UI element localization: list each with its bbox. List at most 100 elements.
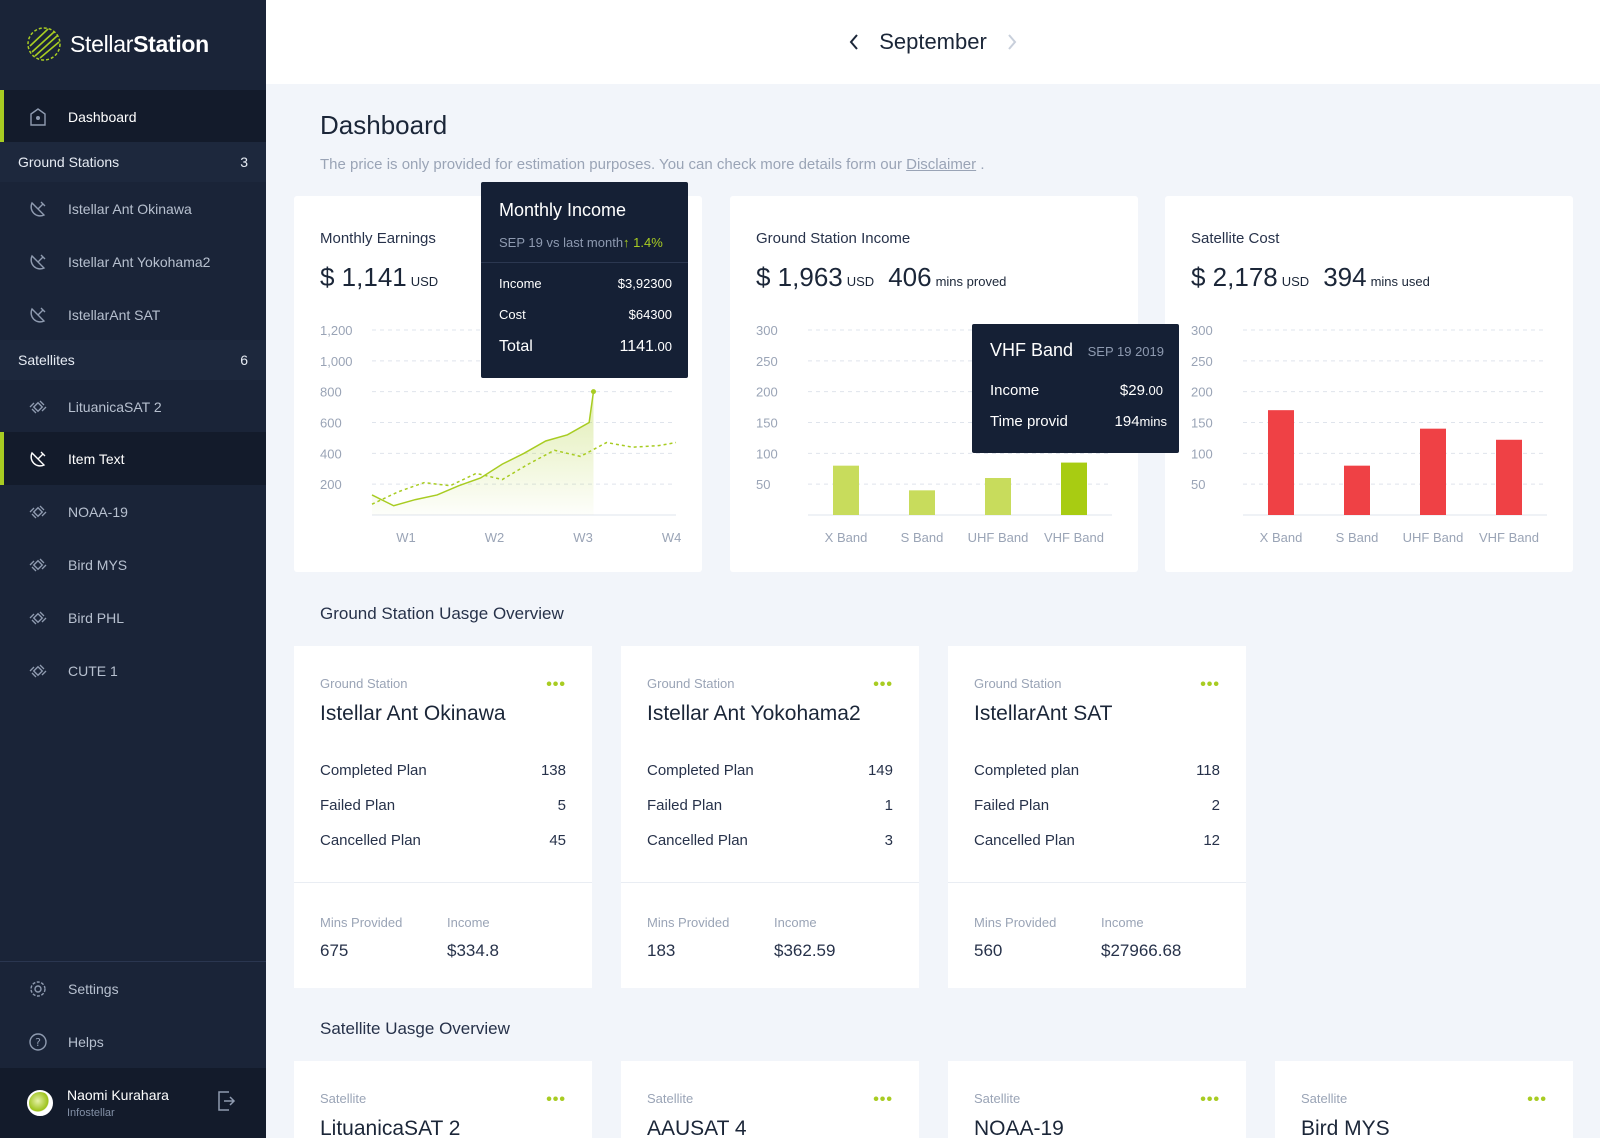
card-title: Ground Station Income — [756, 230, 911, 247]
y-tick-label: 1,200 — [320, 323, 353, 338]
series-line-2 — [371, 441, 677, 505]
sidebar-item-label: Settings — [68, 980, 119, 997]
tooltip-subtitle: SEP 19 vs last month↑ 1.4% — [499, 235, 663, 250]
more-menu-icon[interactable]: ••• — [546, 676, 566, 693]
satellite-card: Satellite ••• LituanicaSAT 2 — [294, 1061, 592, 1138]
x-tick-label: VHF Band — [1044, 530, 1104, 545]
sidebar-item-satellite-1[interactable]: LituanicaSAT 2 — [0, 380, 266, 433]
x-tick-label: UHF Band — [1403, 530, 1464, 545]
income-value: $27966.68 — [1101, 941, 1182, 960]
bar-x-band — [833, 465, 859, 515]
satellite-icon — [27, 607, 49, 629]
income-value: $334.8 — [447, 941, 499, 960]
income-value: $362.59 — [774, 941, 836, 960]
stat-label: Completed Plan — [320, 762, 427, 779]
satellite-cost-card: Satellite Cost $ 2,178 USD 394 mins used 50… — [1165, 196, 1573, 572]
sidebar-item-ground-station-1[interactable]: Istellar Ant Okinawa — [0, 182, 266, 235]
card-footer: Mins Provided 560 Income $27966.68 — [948, 882, 1246, 988]
disclaimer-link[interactable]: Disclaimer — [906, 156, 977, 173]
station-name: Istellar Ant Okinawa — [320, 702, 506, 725]
income-label: Income — [774, 915, 817, 930]
y-tick-label: 250 — [1191, 354, 1213, 369]
logout-icon[interactable] — [216, 1090, 236, 1112]
card-label: Satellite — [974, 1091, 1021, 1106]
satellite-icon — [27, 396, 49, 418]
sidebar-item-label: Bird PHL — [68, 609, 125, 626]
satellite-card: Satellite ••• NOAA-19 — [948, 1061, 1246, 1138]
chevron-right-icon[interactable] — [1005, 32, 1019, 52]
sidebar-item-ground-station-3[interactable]: IstellarAnt SAT — [0, 288, 266, 341]
ground-station-card: Ground Station ••• Istellar Ant Yokohama2 C… — [621, 646, 919, 988]
card-footer: Mins Provided 183 Income $362.59 — [621, 882, 919, 988]
tooltip-date: SEP 19 2019 — [1087, 344, 1164, 359]
earnings-amount: $ 1,141 USD — [320, 262, 439, 292]
page-title: Dashboard — [320, 110, 448, 140]
sidebar-item-satellite-3[interactable]: NOAA-19 — [0, 485, 266, 538]
y-tick-label: 100 — [756, 446, 778, 461]
sidebar-section-ground-stations[interactable]: Ground Stations 3 — [0, 142, 266, 182]
section-label: Satellites — [18, 352, 75, 368]
sidebar-item-satellite-5[interactable]: Bird PHL — [0, 591, 266, 644]
earnings-line-chart: 200 400 600 800 1,000 1,200 W1 W2 W3 W4 — [320, 323, 681, 545]
antenna-icon — [27, 251, 49, 273]
sidebar-item-helps[interactable]: ? Helps — [0, 1015, 266, 1068]
sidebar-item-satellite-6[interactable]: CUTE 1 — [0, 644, 266, 697]
mins-label: Mins Provided — [647, 915, 730, 930]
stat-row: Completed Plan 138 — [320, 762, 566, 779]
card-label: Ground Station — [320, 676, 408, 691]
more-menu-icon[interactable]: ••• — [873, 1091, 893, 1108]
gs-overview-title: Ground Station Uasge Overview — [320, 604, 564, 623]
y-tick-label: 800 — [320, 385, 342, 400]
satellite-name: NOAA-19 — [974, 1117, 1064, 1138]
sidebar-item-satellite-2[interactable]: Item Text — [0, 432, 266, 485]
sidebar: StellarStation Dashboard Ground Stations… — [0, 0, 266, 1138]
satellite-icon — [27, 501, 49, 523]
month-label: September — [879, 29, 987, 54]
tooltip-row-time: Time provid 194mins — [990, 413, 1167, 430]
stat-label: Failed Plan — [320, 797, 396, 814]
stat-value: 5 — [557, 797, 566, 814]
more-menu-icon[interactable]: ••• — [546, 1091, 566, 1108]
stellar-logo-icon — [27, 27, 61, 61]
x-tick-label: S Band — [901, 530, 944, 545]
y-tick-label: 150 — [1191, 416, 1213, 431]
sidebar-section-satellites[interactable]: Satellites 6 — [0, 340, 266, 380]
more-menu-icon[interactable]: ••• — [1200, 1091, 1220, 1108]
stat-row: Cancelled Plan 12 — [974, 832, 1220, 849]
sidebar-item-ground-station-2[interactable]: Istellar Ant Yokohama2 — [0, 235, 266, 288]
antenna-icon — [27, 448, 49, 470]
sidebar-item-dashboard[interactable]: Dashboard — [0, 90, 266, 143]
logo[interactable]: StellarStation — [26, 26, 209, 62]
user-profile[interactable]: Naomi Kurahara Infostellar — [0, 1068, 266, 1138]
sidebar-item-label: Helps — [68, 1033, 104, 1050]
sidebar-item-satellite-4[interactable]: Bird MYS — [0, 538, 266, 591]
tooltip-title: VHF Band — [990, 340, 1074, 360]
x-tick-label: VHF Band — [1479, 530, 1539, 545]
user-org: Infostellar — [67, 1107, 115, 1119]
bar-vhf-band — [1496, 439, 1522, 515]
svg-text:?: ? — [35, 1036, 41, 1049]
more-menu-icon[interactable]: ••• — [1200, 676, 1220, 693]
more-menu-icon[interactable]: ••• — [873, 676, 893, 693]
gs-income-bar-chart: 50 100 150 200 250 300 X Band S Band UHF Band VHF… — [756, 323, 1112, 545]
page-note: The price is only provided for estimatio… — [320, 156, 985, 173]
chevron-left-icon[interactable] — [847, 32, 861, 52]
stat-value: 3 — [884, 832, 893, 849]
y-tick-label: 200 — [756, 385, 778, 400]
tooltip-row-cost: Cost $64300 — [499, 307, 672, 322]
sidebar-item-settings[interactable]: Settings — [0, 962, 266, 1015]
series-line-1 — [371, 391, 595, 507]
logo-text: StellarStation — [70, 30, 209, 57]
satellite-card: Satellite ••• AAUSAT 4 — [621, 1061, 919, 1138]
stat-value: 149 — [867, 762, 893, 779]
stat-label: Cancelled Plan — [647, 832, 748, 849]
sidebar-item-label: CUTE 1 — [68, 662, 118, 679]
income-label: Income — [447, 915, 490, 930]
y-tick-label: 100 — [1191, 446, 1213, 461]
sidebar-item-label: LituanicaSAT 2 — [68, 398, 162, 415]
card-label: Satellite — [320, 1091, 367, 1106]
mins-value: 183 — [647, 941, 676, 960]
sat-cost-amount: $ 2,178 USD 394 mins used — [1191, 262, 1430, 292]
x-tick-label: W1 — [396, 530, 416, 545]
more-menu-icon[interactable]: ••• — [1527, 1091, 1547, 1108]
